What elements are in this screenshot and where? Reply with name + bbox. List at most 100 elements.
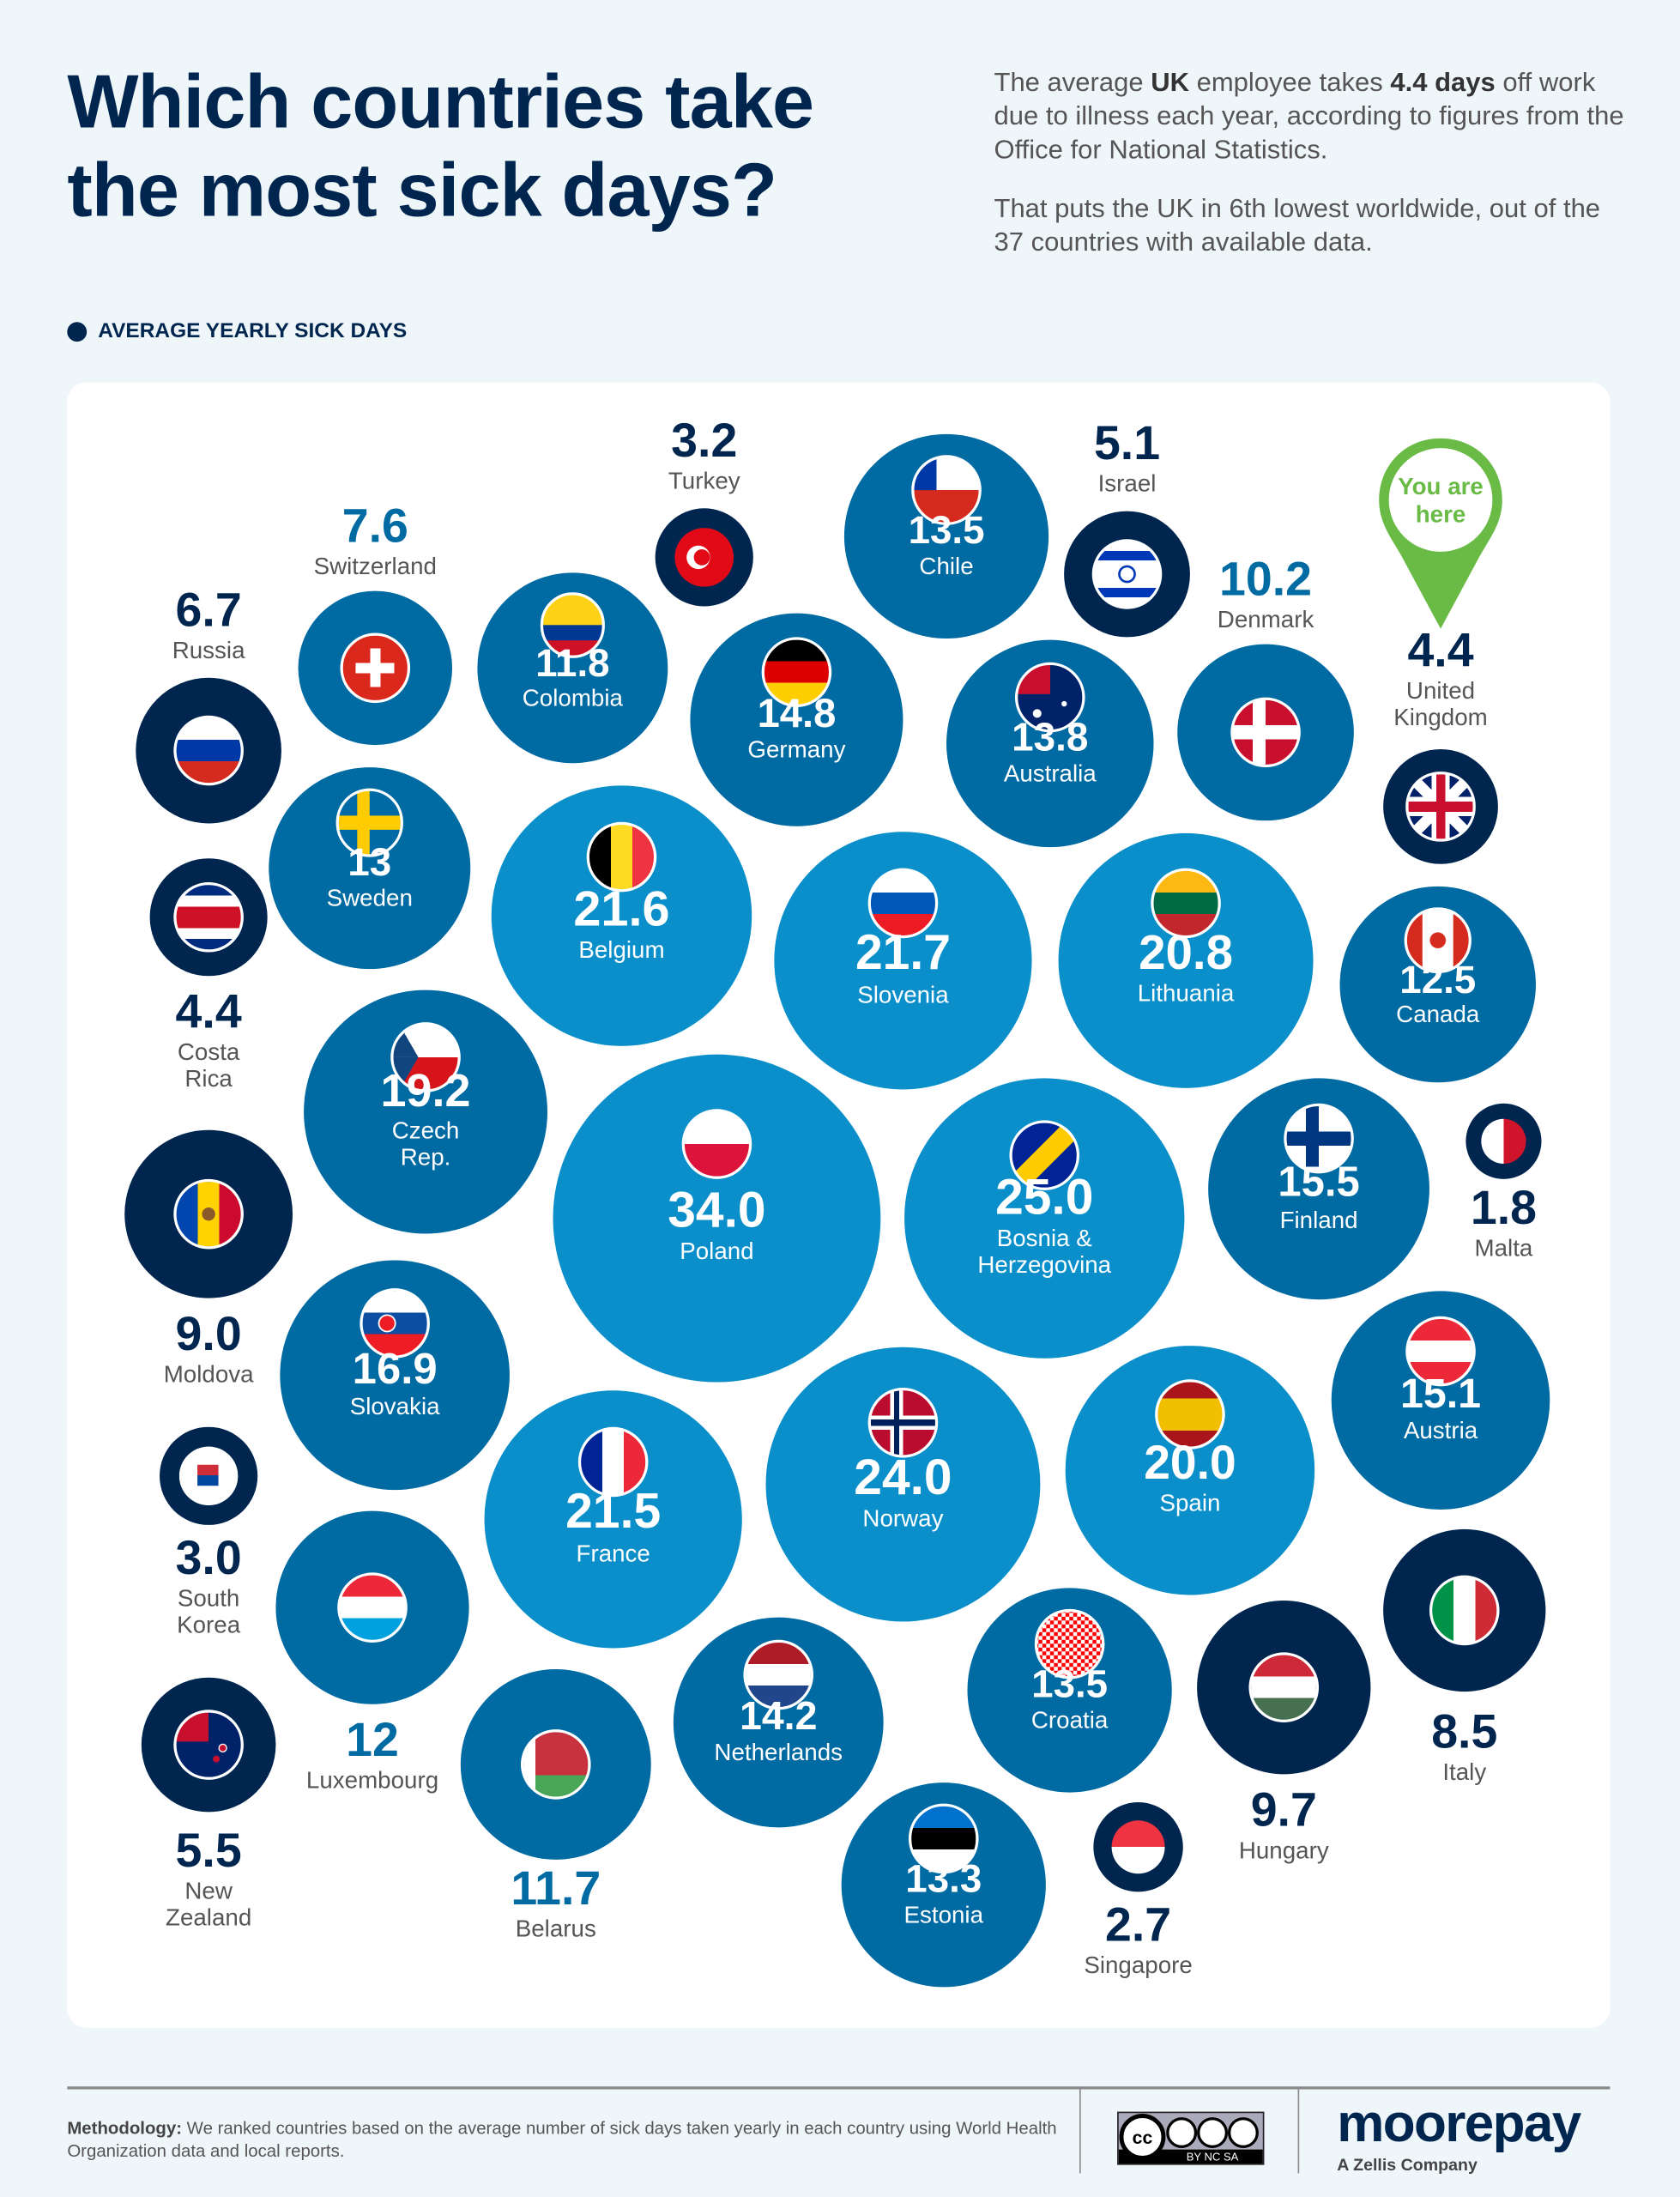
moldova-flag-icon (173, 1178, 244, 1250)
country-name: South (177, 1584, 240, 1612)
country-name: Netherlands (714, 1739, 843, 1766)
value-label: 8.5 (1431, 1705, 1498, 1759)
value-label: 13.3 (905, 1857, 982, 1901)
legend-label: AVERAGE YEARLY SICK DAYS (98, 319, 408, 343)
value-label: 25.0 (995, 1167, 1094, 1226)
pin-label-2: here (1416, 501, 1466, 528)
country-name: Russia (172, 636, 245, 663)
country-name: Canada (1396, 1001, 1480, 1028)
intro-paragraph-2: That puts the UK in 6th lowest worldwide… (994, 194, 1601, 258)
italy-flag-icon (1429, 1575, 1500, 1646)
slovakia-flag-icon (360, 1288, 430, 1359)
value-label: 11.8 (535, 640, 610, 685)
spain-flag-icon (1155, 1379, 1225, 1450)
country-name: Slovakia (349, 1393, 440, 1420)
country-name: Costa (177, 1038, 240, 1066)
country-name: Korea (177, 1611, 241, 1638)
value-label: 20.8 (1139, 927, 1233, 981)
value-label: 9.0 (175, 1308, 242, 1362)
value-label: 11.7 (511, 1862, 601, 1916)
chile-flag-icon (911, 455, 982, 525)
country-name: New (184, 1877, 233, 1904)
germany-flag-icon (761, 637, 832, 707)
country-name: Croatia (1030, 1706, 1109, 1734)
value-label: 3.0 (175, 1532, 242, 1586)
country-name: Estonia (903, 1901, 984, 1928)
belarus-flag-icon (520, 1729, 591, 1800)
country-name: Rica (184, 1065, 233, 1092)
location-pin-icon: You are here (1379, 438, 1502, 629)
value-label: 14.8 (757, 691, 837, 736)
bubble-poland[interactable] (553, 1054, 881, 1383)
lithuania-flag-icon (1151, 868, 1221, 939)
malta-flag-icon (1481, 1118, 1526, 1165)
country-name: United (1405, 677, 1476, 705)
value-label: 21.7 (855, 925, 951, 981)
south-korea-flag-icon (178, 1446, 239, 1506)
country-name: Lithuania (1137, 980, 1235, 1008)
costa-rica-flag-icon (173, 881, 244, 953)
value-label: 10.2 (1219, 553, 1313, 607)
footer-separator (1079, 2089, 1081, 2174)
country-name: Italy (1442, 1758, 1487, 1785)
country-name: Belgium (578, 936, 665, 964)
country-name: Chile (919, 553, 974, 580)
country-name: Luxembourg (305, 1766, 439, 1794)
value-label: 3.2 (671, 414, 738, 468)
moorepay-logo[interactable]: moorepay (1337, 2095, 1581, 2154)
country-name: Zealand (165, 1903, 252, 1931)
country-name: Hungary (1238, 1837, 1329, 1864)
country-name: Singapore (1084, 1952, 1193, 1979)
croatia-flag-icon (1035, 1609, 1105, 1680)
svg-text:BY NC SA: BY NC SA (1187, 2151, 1239, 2164)
methodology-note: Methodology: We ranked countries based o… (67, 2118, 1057, 2161)
value-label: 34.0 (668, 1180, 766, 1238)
legend-dot-icon (67, 321, 88, 342)
country-name: Austria (1403, 1417, 1478, 1444)
value-label: 21.5 (565, 1484, 662, 1540)
norway-flag-icon (867, 1387, 939, 1458)
value-label: 13.5 (908, 508, 985, 553)
intro-text: The average UK employee takes 4.4 days o… (994, 67, 1624, 286)
country-name: Slovenia (857, 981, 949, 1008)
value-label: 21.6 (573, 881, 670, 937)
country-name: Finland (1279, 1206, 1358, 1233)
singapore-flag-icon (1111, 1819, 1165, 1874)
country-name: Kingdom (1393, 704, 1488, 731)
country-name: Israel (1097, 469, 1157, 497)
country-name: Spain (1159, 1490, 1221, 1517)
value-label: 15.1 (1399, 1371, 1482, 1418)
country-name: Herzegovina (977, 1251, 1112, 1279)
country-name: Rep. (400, 1143, 451, 1171)
australia-flag-icon (1014, 662, 1085, 732)
country-name: Germany (747, 736, 846, 764)
country-name: Colombia (522, 684, 623, 711)
sweden-flag-icon (335, 788, 404, 857)
value-label: 1.8 (1470, 1182, 1538, 1236)
slovenia-flag-icon (867, 867, 939, 938)
colombia-flag-icon (540, 592, 606, 658)
value-label: 5.5 (175, 1825, 242, 1879)
value-label: 6.7 (175, 584, 242, 638)
estonia-flag-icon (909, 1804, 979, 1874)
value-label: 20.0 (1144, 1436, 1236, 1490)
hungary-flag-icon (1248, 1652, 1320, 1722)
country-name: Denmark (1217, 606, 1314, 633)
footer-divider (67, 2086, 1611, 2090)
turkey-flag-icon (674, 528, 734, 587)
value-label: 13.8 (1012, 716, 1089, 760)
poland-flag-icon (681, 1109, 752, 1180)
finland-flag-icon (1284, 1104, 1354, 1175)
country-name: Bosnia & (996, 1225, 1092, 1252)
country-name: Sweden (326, 884, 413, 911)
country-name: Moldova (163, 1360, 254, 1388)
canada-flag-icon (1404, 906, 1472, 974)
creative-commons-license-icon: cc BY NC SA (1117, 2111, 1265, 2165)
netherlands-flag-icon (743, 1640, 814, 1710)
value-label: 14.2 (739, 1694, 818, 1740)
country-name: Belarus (515, 1915, 596, 1942)
country-name: Czech (391, 1117, 460, 1144)
france-flag-icon (577, 1426, 649, 1497)
bosnia-flag-icon (1009, 1120, 1080, 1190)
value-label: 12 (346, 1714, 399, 1768)
